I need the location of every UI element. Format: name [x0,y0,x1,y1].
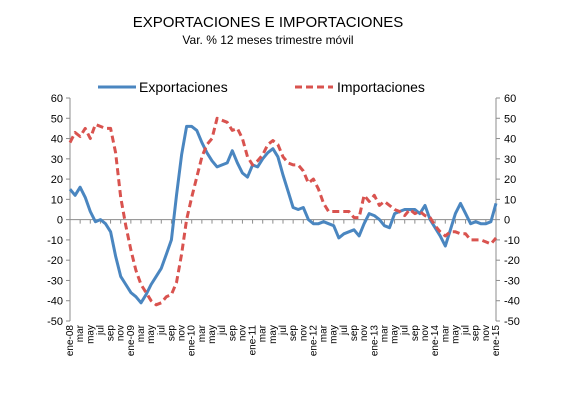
right-y-tick-label: 60 [504,93,516,105]
x-tick-label: nov [481,325,492,341]
left-y-tick-label: 50 [51,113,63,125]
x-tick-label: jul [400,325,411,336]
right-y-tick-label: -10 [504,235,520,247]
left-y-tick-label: -10 [47,235,63,247]
chart-subtitle: Var. % 12 meses trimestre móvil [182,33,353,47]
x-tick-label: jul [461,325,472,336]
left-y-tick-label: -30 [47,275,63,287]
x-tick-label: jul [339,325,350,336]
x-tick-label: may [268,325,279,344]
x-tick-label: sep [471,325,482,342]
x-tick-label: ene-11 [248,325,259,356]
x-tick-label: ene-12 [308,325,319,357]
right-y-tick-label: 0 [504,215,510,227]
right-y-tick-label: -30 [504,275,520,287]
x-tick-label: mar [379,324,390,342]
x-tick-label: nov [298,325,309,341]
x-tick-label: nov [177,325,188,341]
right-y-tick-label: 50 [504,113,516,125]
x-tick-label: may [146,325,157,344]
x-tick-label: sep [227,325,238,342]
left-y-tick-label: 60 [51,93,63,105]
left-y-tick-label: 20 [51,174,63,186]
left-y-tick-label: 40 [51,134,63,146]
x-tick-label: nov [420,325,431,341]
right-y-tick-label: -40 [504,296,520,308]
right-y-tick-label: 10 [504,194,516,206]
x-tick-label: may [329,325,340,344]
x-tick-label: mar [440,324,451,342]
series-layer [68,116,498,307]
x-tick-label: may [85,325,96,344]
legend: Exportaciones Importaciones [98,79,425,95]
chart-title: EXPORTACIONES E IMPORTACIONES [133,14,404,31]
right-y-tick-label: -20 [504,255,520,267]
right-y-tick-label: -50 [504,316,520,328]
x-tick-label: jul [95,325,106,336]
left-y-tick-label: 30 [51,154,63,166]
x-tick-label: sep [166,325,177,342]
x-tick-label: sep [349,325,360,342]
x-tick-label: nov [116,325,127,341]
x-tick-label: mar [258,324,269,342]
right-y-tick-label: 40 [504,134,516,146]
left-y-tick-label: -40 [47,296,63,308]
series-line-exportaciones [68,124,498,305]
left-y-tick-label: 10 [51,194,63,206]
x-tick-label: mar [197,324,208,342]
left-y-tick-label: 0 [57,215,63,227]
x-tick-label: jul [217,325,228,336]
axes: -50 -50 -40 -40 -30 -30 -20 -20 -10 -10 0 0 10 10 20 20… [47,93,520,356]
x-tick-label: may [450,325,461,344]
x-tick-label: mar [319,324,330,342]
x-tick-label: may [390,325,401,344]
legend-label-importaciones: Importaciones [337,79,425,95]
x-tick-label: sep [288,325,299,342]
x-tick-label: nov [237,325,248,341]
x-tick-label: ene-10 [187,325,198,357]
series-line-importaciones [68,116,498,307]
x-tick-label: ene-15 [491,325,502,357]
legend-label-exportaciones: Exportaciones [139,79,228,95]
x-tick-label: jul [278,325,289,336]
x-tick-label: ene-08 [65,325,76,357]
x-tick-label: ene-14 [430,325,441,357]
x-tick-label: sep [106,325,117,342]
left-y-tick-label: -20 [47,255,63,267]
right-y-tick-label: 30 [504,154,516,166]
x-tick-label: sep [410,325,421,342]
x-tick-label: mar [75,324,86,342]
x-tick-label: ene-09 [126,325,137,357]
x-tick-label: ene-13 [369,325,380,357]
x-tick-label: may [207,325,218,344]
x-tick-label: nov [359,325,370,341]
right-y-tick-label: 20 [504,174,516,186]
left-y-tick-label: -50 [47,316,63,328]
x-tick-label: jul [156,325,167,336]
x-tick-label: mar [136,324,147,342]
